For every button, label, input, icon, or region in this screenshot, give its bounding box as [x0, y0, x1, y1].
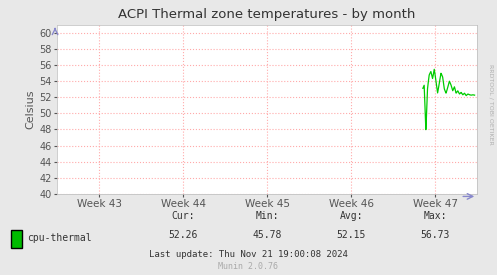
Text: cpu-thermal: cpu-thermal: [27, 233, 92, 243]
Text: Max:: Max:: [423, 211, 447, 221]
Text: Munin 2.0.76: Munin 2.0.76: [219, 262, 278, 271]
Text: Min:: Min:: [255, 211, 279, 221]
Text: 45.78: 45.78: [252, 230, 282, 240]
Title: ACPI Thermal zone temperatures - by month: ACPI Thermal zone temperatures - by mont…: [118, 8, 416, 21]
Text: 52.26: 52.26: [168, 230, 198, 240]
Text: Cur:: Cur:: [171, 211, 195, 221]
Text: Last update: Thu Nov 21 19:00:08 2024: Last update: Thu Nov 21 19:00:08 2024: [149, 250, 348, 259]
Text: 52.15: 52.15: [336, 230, 366, 240]
Y-axis label: Celsius: Celsius: [25, 90, 35, 129]
Text: 56.73: 56.73: [420, 230, 450, 240]
Text: Avg:: Avg:: [339, 211, 363, 221]
Text: RRDTOOL / TOBI OETIKER: RRDTOOL / TOBI OETIKER: [489, 64, 494, 145]
